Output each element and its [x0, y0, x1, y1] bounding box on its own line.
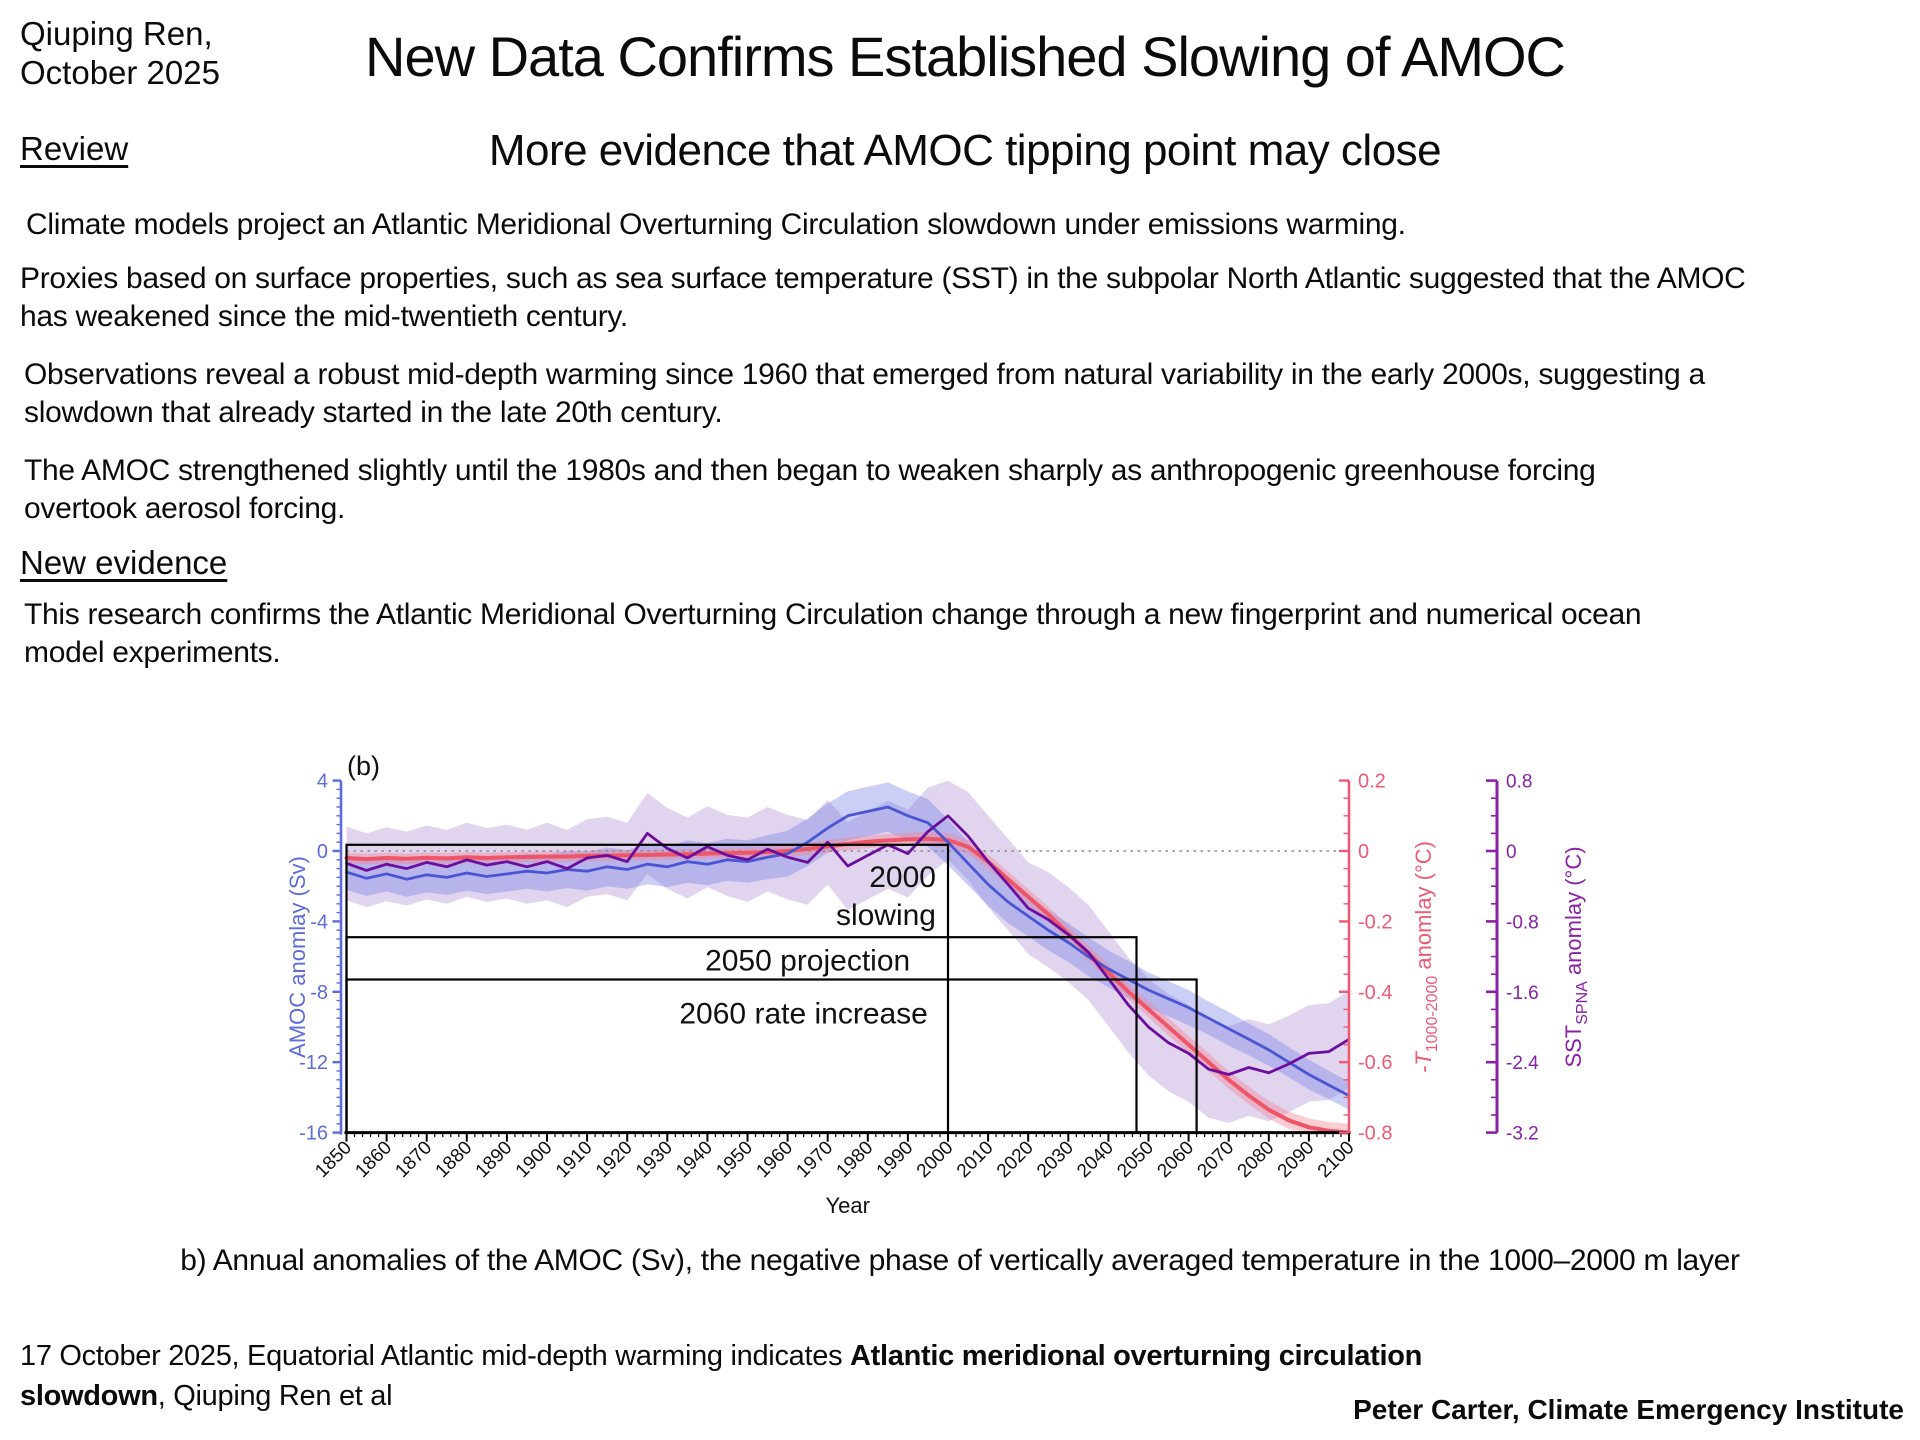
svg-text:-1.6: -1.6 — [1506, 983, 1539, 1004]
svg-text:2060: 2060 — [1153, 1137, 1198, 1182]
svg-text:-3.2: -3.2 — [1506, 1124, 1539, 1145]
svg-text:1890: 1890 — [472, 1137, 517, 1182]
page-title: New Data Confirms Established Slowing of… — [365, 25, 1566, 88]
byline-author: Qiuping Ren, — [20, 15, 213, 52]
svg-text:2040: 2040 — [1073, 1137, 1118, 1182]
svg-text:1990: 1990 — [873, 1137, 918, 1182]
byline-date: October 2025 — [20, 54, 220, 91]
svg-text:1930: 1930 — [632, 1137, 677, 1182]
svg-text:-0.8: -0.8 — [1358, 1123, 1392, 1145]
paragraph-proxies: Proxies based on surface properties, suc… — [20, 262, 1746, 333]
amoc-chart-svg: 2000 slowing 2050 projection 2060 rate incr… — [285, 751, 1591, 1218]
svg-text:-4: -4 — [310, 911, 328, 933]
svg-text:-2.4: -2.4 — [1506, 1053, 1539, 1074]
svg-text:2000: 2000 — [869, 861, 936, 894]
left-axis-label: AMOC anomlay (Sv) — [285, 856, 310, 1058]
svg-text:2000: 2000 — [913, 1137, 958, 1182]
reference-prefix: 17 October 2025, Equatorial Atlantic mid… — [20, 1340, 851, 1372]
t_mid-uncertainty-band — [346, 831, 1349, 1133]
svg-text:-16: -16 — [299, 1123, 328, 1145]
svg-text:-0.8: -0.8 — [1506, 912, 1539, 933]
reference-suffix: , Qiuping Ren et al — [157, 1380, 393, 1412]
svg-text:2080: 2080 — [1234, 1137, 1279, 1182]
svg-text:2090: 2090 — [1274, 1137, 1319, 1182]
chart-bands — [346, 780, 1349, 1133]
svg-text:1960: 1960 — [752, 1137, 797, 1182]
paragraph-observations: Observations reveal a robust mid-depth w… — [24, 358, 1705, 429]
svg-text:2060 rate increase: 2060 rate increase — [679, 997, 928, 1030]
x-axis: 1850186018701880189019001910192019301940… — [311, 1131, 1359, 1218]
svg-text:2030: 2030 — [1033, 1137, 1078, 1182]
byline: Qiuping Ren, October 2025 — [20, 14, 220, 92]
svg-text:-0.4: -0.4 — [1358, 982, 1392, 1004]
amoc-line — [345, 805, 1351, 1098]
panel-label: (b) — [347, 751, 380, 781]
svg-text:0: 0 — [1358, 841, 1369, 863]
svg-text:-0.6: -0.6 — [1358, 1052, 1392, 1074]
sst_spna-uncertainty-band — [346, 780, 1349, 1123]
svg-text:2100: 2100 — [1314, 1137, 1359, 1182]
svg-text:1980: 1980 — [833, 1137, 878, 1182]
svg-text:1860: 1860 — [351, 1137, 396, 1182]
svg-text:0: 0 — [1506, 842, 1517, 863]
paragraph-research: This research confirms the Atlantic Meri… — [24, 598, 1642, 669]
svg-text:0: 0 — [317, 841, 328, 863]
credit-line: Peter Carter, Climate Emergency Institut… — [1353, 1394, 1904, 1425]
svg-text:-0.2: -0.2 — [1358, 911, 1392, 933]
new-evidence-heading: New evidence — [20, 544, 228, 581]
svg-text:slowing: slowing — [836, 899, 936, 932]
subtitle: More evidence that AMOC tipping point ma… — [488, 126, 1442, 175]
svg-text:2010: 2010 — [953, 1137, 998, 1182]
annotation-labels: 2000 slowing 2050 projection 2060 rate incr… — [679, 861, 936, 1031]
sst_spna-line — [345, 814, 1351, 1076]
svg-text:1900: 1900 — [512, 1137, 557, 1182]
svg-text:-8: -8 — [310, 982, 328, 1004]
svg-text:1870: 1870 — [391, 1137, 436, 1182]
paragraph-models: Climate models project an Atlantic Merid… — [26, 208, 1406, 241]
svg-text:2050 projection: 2050 projection — [705, 944, 910, 977]
x-axis-label: Year — [826, 1193, 870, 1218]
svg-text:1920: 1920 — [592, 1137, 637, 1182]
pink-axis-label: -T1000-2000 anomlay (°C) — [1411, 841, 1441, 1073]
svg-text:1880: 1880 — [432, 1137, 477, 1182]
left-axis: 4 0 -4 -8 -12 -16 AMOC anomlay (Sv) — [285, 771, 343, 1145]
svg-text:1970: 1970 — [792, 1137, 837, 1182]
amoc-chart: 2000 slowing 2050 projection 2060 rate incr… — [285, 745, 1615, 1245]
svg-text:0.8: 0.8 — [1506, 772, 1532, 793]
reference-bold: Atlantic meridional overturning circulat… — [20, 1340, 1423, 1412]
svg-text:1950: 1950 — [712, 1137, 757, 1182]
svg-text:-12: -12 — [299, 1052, 328, 1074]
amoc-uncertainty-band — [346, 782, 1349, 1110]
paragraph-strengthened: The AMOC strengthened slightly until the… — [24, 454, 1596, 525]
svg-text:1910: 1910 — [552, 1137, 597, 1182]
svg-text:4: 4 — [317, 771, 328, 793]
svg-text:2020: 2020 — [993, 1137, 1038, 1182]
pink-axis: 0.2 0 -0.2 -0.4 -0.6 -0.8 -T1000-2000 anomlay … — [1339, 771, 1441, 1145]
svg-text:2050: 2050 — [1113, 1137, 1158, 1182]
svg-text:0.2: 0.2 — [1358, 771, 1386, 793]
reference-text: 17 October 2025, Equatorial Atlantic mid… — [20, 1336, 1450, 1416]
svg-text:2070: 2070 — [1193, 1137, 1238, 1182]
purple-axis-label: SSTSPNA anomlay (°C) — [1561, 846, 1591, 1067]
purple-axis: 0.8 0 -0.8 -1.6 -2.4 -3.2 SSTSPNA anomlay (°C) — [1486, 772, 1591, 1145]
svg-text:1940: 1940 — [672, 1137, 717, 1182]
review-heading: Review — [20, 130, 129, 167]
figure-caption: b) Annual anomalies of the AMOC (Sv), th… — [180, 1244, 1740, 1277]
